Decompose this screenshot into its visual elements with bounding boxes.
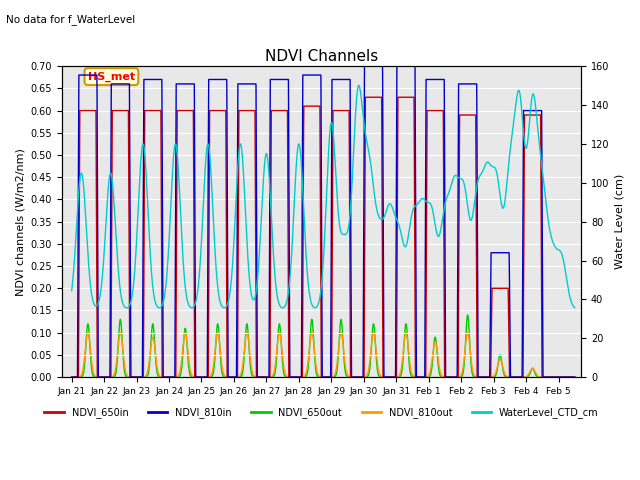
Text: No data for f_WaterLevel: No data for f_WaterLevel xyxy=(6,14,136,25)
Legend: NDVI_650in, NDVI_810in, NDVI_650out, NDVI_810out, WaterLevel_CTD_cm: NDVI_650in, NDVI_810in, NDVI_650out, NDV… xyxy=(40,403,603,422)
Y-axis label: Water Level (cm): Water Level (cm) xyxy=(615,174,625,269)
Title: NDVI Channels: NDVI Channels xyxy=(265,48,378,63)
Y-axis label: NDVI channels (W/m2/nm): NDVI channels (W/m2/nm) xyxy=(15,148,25,296)
Text: HS_met: HS_met xyxy=(88,72,135,82)
